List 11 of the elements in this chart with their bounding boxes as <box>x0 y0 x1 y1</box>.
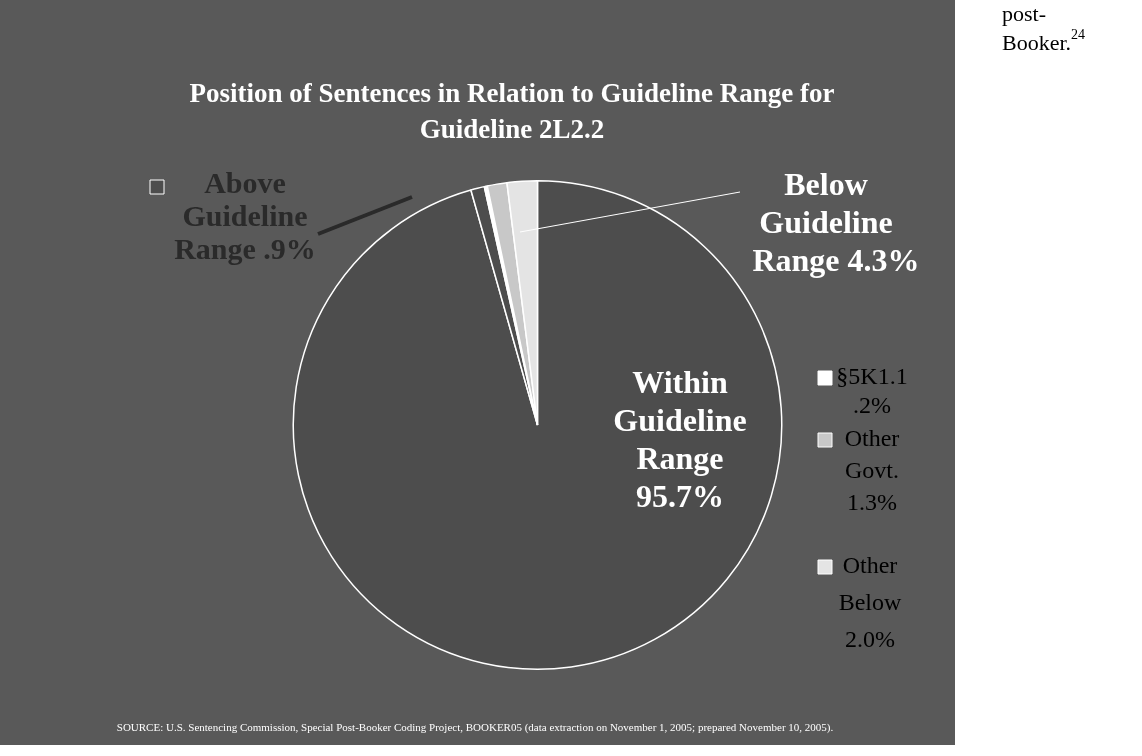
text: Below Guideline Range 4.3% <box>752 166 920 279</box>
data-label: 95.7% <box>636 478 724 515</box>
slice-label: Within Guideline Range <box>613 364 747 477</box>
data-label: 2.0% <box>845 626 895 653</box>
legend-label: Other Govt. <box>844 425 900 484</box>
data-label: 1.3% <box>847 489 897 516</box>
chart-title: Position of Sentences in Relation to Guideline Range for Guideline 2L2.2 <box>189 77 835 144</box>
legend-label: Other Below <box>838 552 902 616</box>
legend-label: §5K1.1 <box>836 363 908 390</box>
source-note: SOURCE: U.S. Sentencing Commission, Special Post-Booker Coding Project, BOOKER05 (data extraction on November 1, 2005; prepared November 10, 2005). <box>116 720 834 734</box>
data-label: .2% <box>853 392 891 419</box>
